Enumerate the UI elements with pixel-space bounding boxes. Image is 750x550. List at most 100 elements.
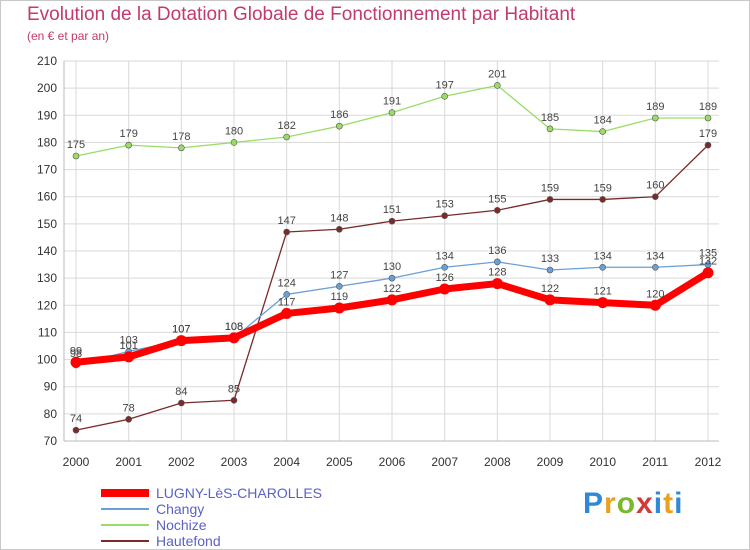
data-point	[599, 263, 606, 271]
data-label: 120	[646, 288, 664, 300]
data-label: 179	[699, 128, 717, 140]
chart-subtitle: (en € et par an)	[27, 29, 110, 43]
data-point	[704, 114, 712, 122]
data-point	[336, 122, 343, 130]
data-label: 179	[119, 128, 137, 140]
data-point	[283, 291, 290, 298]
data-labels: 175 179 178 180 182 186 191 197 201 185 184 189 189 7…	[67, 68, 717, 425]
data-point	[72, 152, 80, 160]
y-tick-label: 180	[37, 135, 57, 149]
data-label: 122	[541, 283, 559, 295]
data-point	[125, 141, 132, 149]
data-label: 132	[699, 256, 717, 268]
x-tick-label: 2006	[379, 455, 406, 469]
data-point	[386, 294, 398, 306]
data-point	[491, 278, 503, 290]
data-label: 153	[435, 199, 453, 211]
data-point	[441, 212, 448, 220]
x-tick-label: 2001	[115, 455, 142, 469]
data-point	[178, 399, 185, 407]
x-tick-label: 2010	[589, 455, 616, 469]
data-label: 78	[123, 402, 135, 414]
x-tick-label: 2012	[695, 455, 722, 469]
x-tick-label: 2011	[642, 455, 668, 469]
x-tick-label: 2007	[431, 455, 458, 469]
data-point	[652, 114, 659, 122]
data-label: 134	[646, 250, 664, 262]
x-tick-label: 2003	[221, 455, 248, 469]
data-point	[439, 283, 451, 295]
data-point	[546, 266, 554, 274]
data-label: 107	[172, 324, 190, 336]
data-point	[599, 128, 606, 135]
y-tick-label: 170	[37, 163, 57, 177]
data-point	[72, 426, 80, 434]
legend-label: Nochize	[156, 517, 207, 533]
y-tick-label: 190	[37, 108, 57, 122]
data-label: 189	[699, 101, 717, 113]
data-label: 108	[225, 321, 243, 333]
data-label: 74	[70, 413, 82, 425]
data-label: 182	[277, 120, 295, 132]
proxiti-logo: Proxiti	[583, 487, 684, 520]
data-label: 151	[383, 204, 401, 216]
data-point	[704, 141, 712, 149]
data-point	[652, 263, 659, 271]
data-point	[652, 193, 659, 201]
data-label: 201	[488, 68, 506, 80]
x-tick-label: 2009	[537, 455, 564, 469]
series-lines	[70, 82, 714, 434]
data-point	[441, 92, 448, 100]
data-point	[388, 274, 396, 282]
y-tick-labels: 70 80 90 100 110 120 130 140 150 160 170 180 190 200 2…	[37, 54, 57, 448]
data-label: 184	[593, 115, 611, 127]
data-point	[388, 109, 396, 116]
data-point	[546, 125, 554, 133]
data-point	[544, 294, 556, 306]
legend-label: Hautefond	[156, 533, 221, 549]
data-label: 147	[277, 215, 295, 227]
data-label: 148	[330, 212, 348, 224]
data-label: 160	[646, 180, 664, 192]
data-point	[281, 307, 293, 319]
data-label: 130	[383, 261, 401, 273]
y-tick-label: 90	[44, 380, 58, 394]
grid-lines	[64, 60, 719, 442]
data-label: 121	[593, 286, 611, 298]
data-point	[336, 282, 343, 290]
data-label: 101	[119, 340, 137, 352]
data-point	[123, 351, 135, 363]
data-point	[228, 332, 240, 344]
data-label: 180	[225, 125, 243, 137]
y-tick-label: 160	[37, 190, 57, 204]
data-point	[702, 267, 714, 279]
y-tick-label: 80	[44, 407, 58, 421]
chart-title: Evolution de la Dotation Globale de Fonc…	[27, 4, 576, 25]
data-label: 84	[175, 386, 187, 398]
x-tick-labels: 2000 2001 2002 2003 2004 2005 2006 2007 2008 2009…	[63, 455, 722, 469]
data-label: 124	[277, 277, 295, 289]
y-tick-label: 210	[37, 54, 57, 68]
x-tick-label: 2000	[63, 455, 90, 469]
data-point	[178, 144, 185, 152]
data-label: 185	[541, 112, 559, 124]
data-point	[333, 302, 345, 314]
data-label: 119	[331, 291, 349, 303]
data-label: 155	[488, 193, 506, 205]
x-tick-label: 2008	[484, 455, 511, 469]
data-point	[546, 196, 554, 203]
data-label: 117	[278, 296, 296, 308]
data-label: 189	[646, 101, 664, 113]
data-label: 127	[330, 269, 348, 281]
y-tick-label: 100	[37, 353, 57, 367]
data-point	[336, 225, 343, 233]
x-tick-label: 2004	[273, 455, 300, 469]
data-point	[649, 299, 661, 311]
data-point	[125, 415, 132, 423]
data-point	[175, 335, 187, 347]
data-point	[230, 139, 238, 146]
x-tick-label: 2002	[168, 455, 195, 469]
data-point	[599, 196, 606, 203]
